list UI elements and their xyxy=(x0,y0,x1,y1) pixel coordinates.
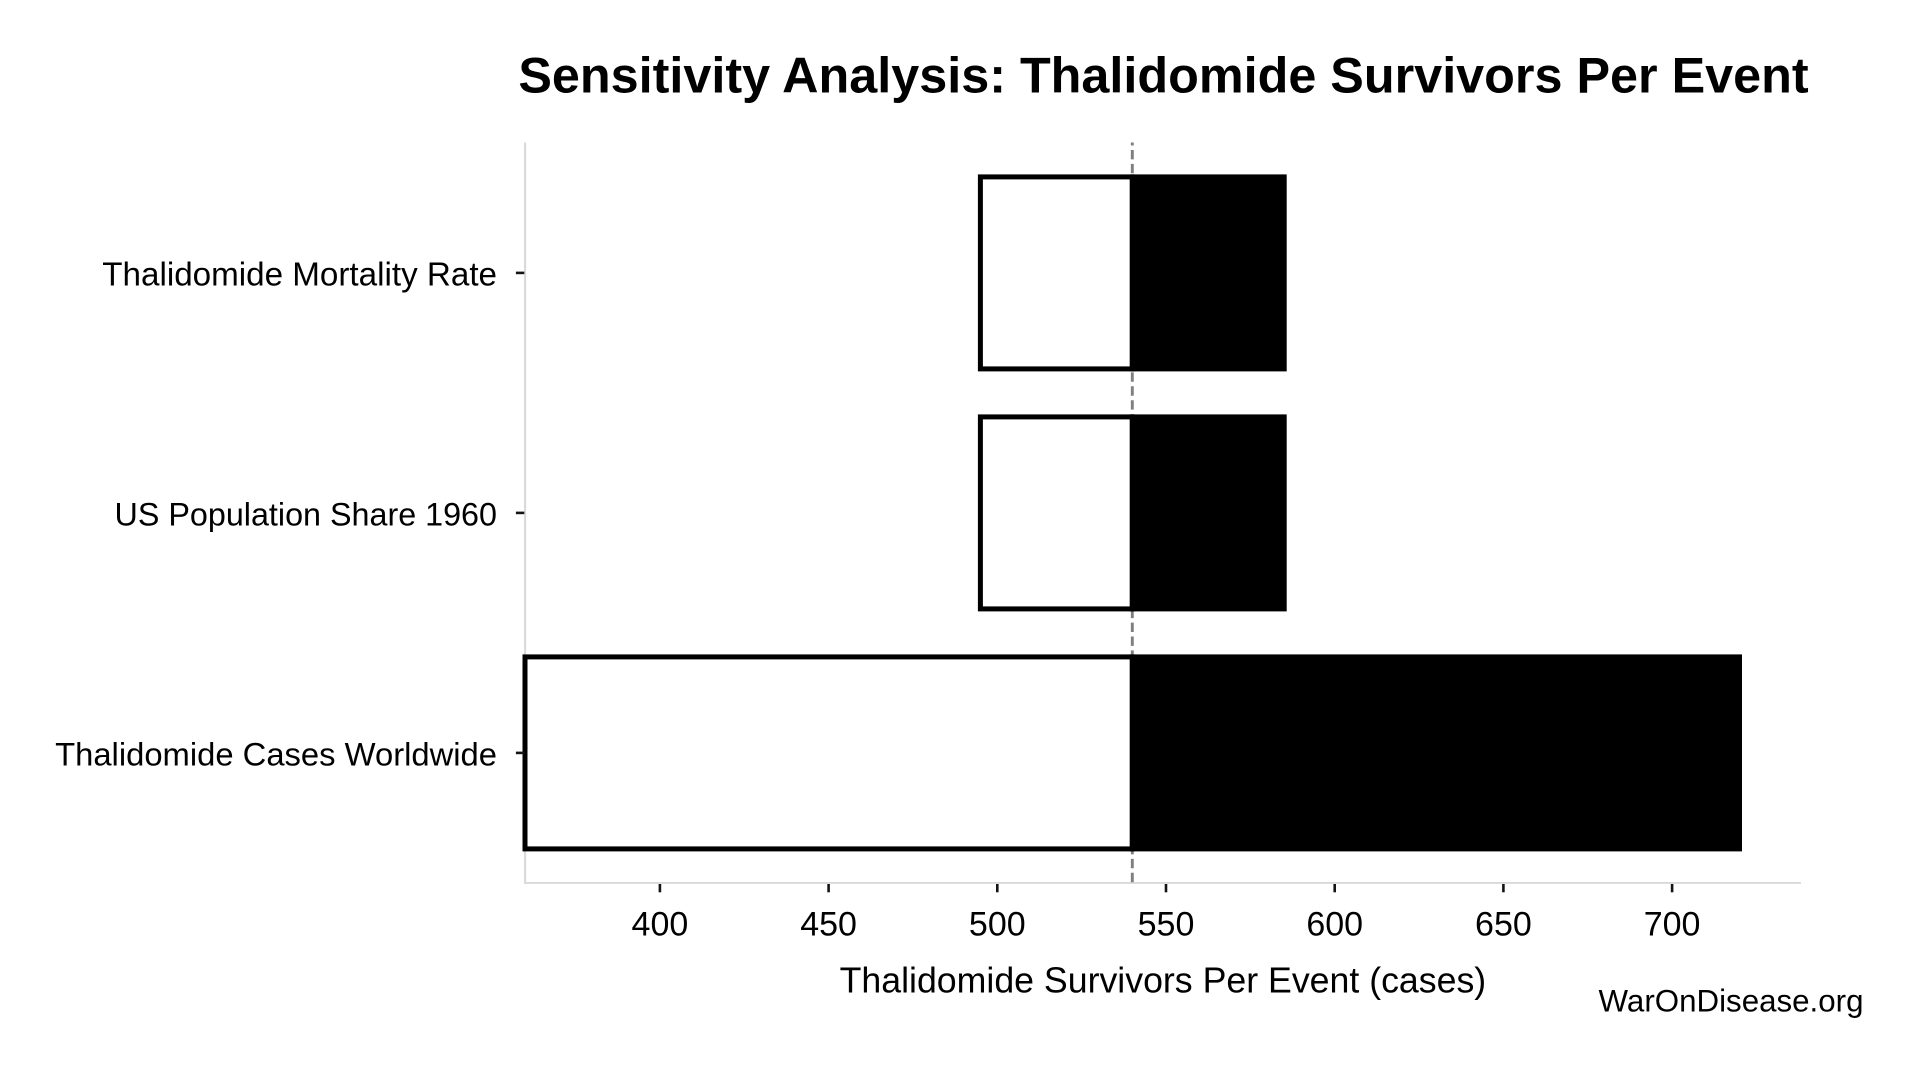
svg-text:450: 450 xyxy=(800,906,857,944)
svg-text:Sensitivity Analysis: Thalidom: Sensitivity Analysis: Thalidomide Surviv… xyxy=(518,47,1809,104)
svg-text:550: 550 xyxy=(1138,906,1195,944)
svg-text:Thalidomide Survivors Per Even: Thalidomide Survivors Per Event (cases) xyxy=(840,961,1487,1001)
svg-text:US Population Share 1960: US Population Share 1960 xyxy=(115,497,497,533)
svg-text:Thalidomide Cases Worldwide: Thalidomide Cases Worldwide xyxy=(55,736,497,773)
svg-text:700: 700 xyxy=(1644,906,1701,944)
svg-text:600: 600 xyxy=(1306,906,1363,944)
svg-text:Thalidomide Mortality Rate: Thalidomide Mortality Rate xyxy=(102,257,497,294)
svg-text:650: 650 xyxy=(1475,906,1532,944)
svg-text:400: 400 xyxy=(632,906,689,944)
svg-text:WarOnDisease.org: WarOnDisease.org xyxy=(1599,984,1864,1019)
svg-text:500: 500 xyxy=(969,906,1026,944)
